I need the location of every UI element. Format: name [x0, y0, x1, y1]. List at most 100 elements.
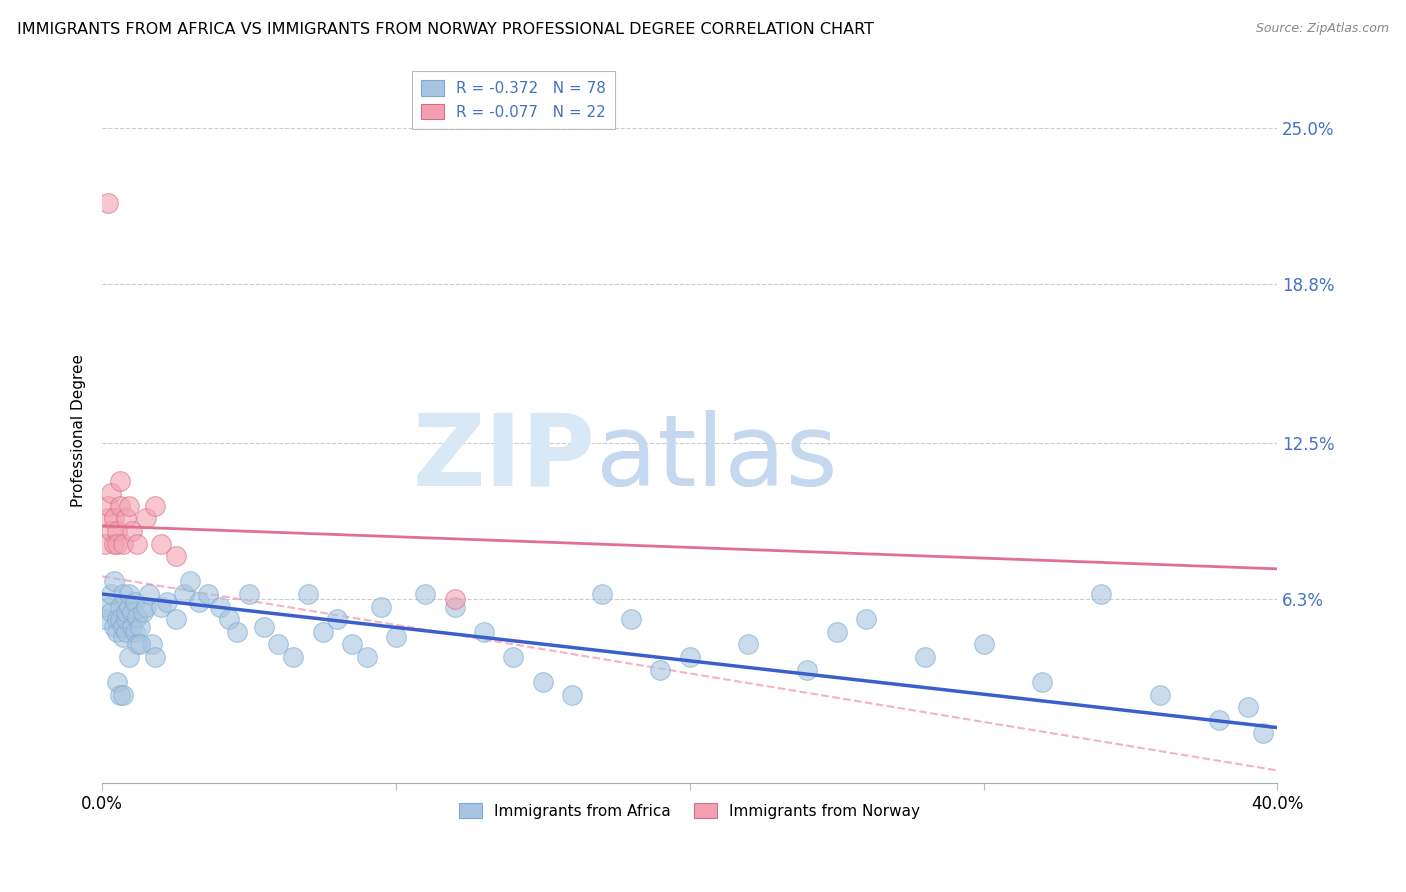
Text: atlas: atlas: [596, 410, 838, 507]
Point: [121, 620, 143, 634]
Point: [226, 624, 249, 639]
Point: [650, 663, 672, 677]
Point: [118, 599, 141, 614]
Point: [118, 587, 141, 601]
Point: [1090, 587, 1112, 601]
Point: [100, 605, 122, 619]
Point: [208, 599, 231, 614]
Point: [370, 599, 392, 614]
Text: ZIP: ZIP: [413, 410, 596, 507]
Point: [1251, 725, 1274, 739]
Point: [197, 587, 219, 601]
Point: [108, 474, 131, 488]
Text: Source: ZipAtlas.com: Source: ZipAtlas.com: [1256, 22, 1389, 36]
Point: [124, 594, 146, 608]
Point: [141, 637, 163, 651]
Point: [105, 524, 128, 538]
Point: [124, 624, 146, 639]
Point: [796, 663, 818, 677]
Point: [620, 612, 643, 626]
Point: [1237, 700, 1260, 714]
Point: [100, 524, 122, 538]
Point: [1208, 713, 1230, 727]
Point: [253, 620, 276, 634]
Point: [472, 624, 495, 639]
Point: [149, 599, 172, 614]
Point: [173, 587, 195, 601]
Point: [94, 612, 117, 626]
Point: [135, 599, 157, 614]
Point: [100, 486, 122, 500]
Point: [111, 620, 134, 634]
Point: [111, 587, 134, 601]
Point: [97, 511, 120, 525]
Point: [127, 536, 149, 550]
Point: [825, 624, 848, 639]
Point: [100, 587, 122, 601]
Point: [114, 511, 136, 525]
Point: [129, 620, 152, 634]
Point: [1031, 675, 1053, 690]
Point: [415, 587, 437, 601]
Point: [111, 536, 134, 550]
Point: [218, 612, 240, 626]
Point: [326, 612, 349, 626]
Point: [283, 650, 305, 665]
Point: [443, 592, 465, 607]
Point: [114, 624, 136, 639]
Point: [127, 637, 149, 651]
Point: [114, 605, 136, 619]
Point: [179, 574, 201, 589]
Point: [443, 599, 465, 614]
Point: [105, 612, 128, 626]
Point: [156, 594, 179, 608]
Point: [149, 536, 172, 550]
Point: [914, 650, 936, 665]
Point: [138, 587, 160, 601]
Point: [108, 688, 131, 702]
Point: [855, 612, 877, 626]
Point: [531, 675, 554, 690]
Point: [143, 650, 166, 665]
Point: [356, 650, 378, 665]
Point: [297, 587, 319, 601]
Point: [973, 637, 995, 651]
Point: [97, 599, 120, 614]
Text: IMMIGRANTS FROM AFRICA VS IMMIGRANTS FROM NORWAY PROFESSIONAL DEGREE CORRELATION: IMMIGRANTS FROM AFRICA VS IMMIGRANTS FRO…: [17, 22, 875, 37]
Point: [591, 587, 613, 601]
Legend: Immigrants from Africa, Immigrants from Norway: Immigrants from Africa, Immigrants from …: [453, 797, 927, 825]
Point: [143, 499, 166, 513]
Point: [114, 612, 136, 626]
Point: [105, 536, 128, 550]
Point: [111, 630, 134, 644]
Point: [121, 524, 143, 538]
Point: [1149, 688, 1171, 702]
Point: [105, 675, 128, 690]
Point: [679, 650, 702, 665]
Point: [118, 499, 141, 513]
Point: [737, 637, 759, 651]
Point: [238, 587, 260, 601]
Point: [502, 650, 524, 665]
Point: [97, 499, 120, 513]
Point: [118, 650, 141, 665]
Point: [385, 630, 408, 644]
Point: [97, 196, 120, 211]
Point: [94, 536, 117, 550]
Point: [127, 609, 149, 624]
Point: [103, 511, 125, 525]
Point: [121, 605, 143, 619]
Point: [103, 620, 125, 634]
Point: [105, 624, 128, 639]
Point: [311, 624, 333, 639]
Point: [103, 574, 125, 589]
Y-axis label: Professional Degree: Professional Degree: [72, 354, 86, 507]
Point: [165, 612, 187, 626]
Point: [188, 594, 211, 608]
Point: [108, 599, 131, 614]
Point: [111, 688, 134, 702]
Point: [132, 605, 155, 619]
Point: [129, 637, 152, 651]
Point: [561, 688, 583, 702]
Point: [267, 637, 290, 651]
